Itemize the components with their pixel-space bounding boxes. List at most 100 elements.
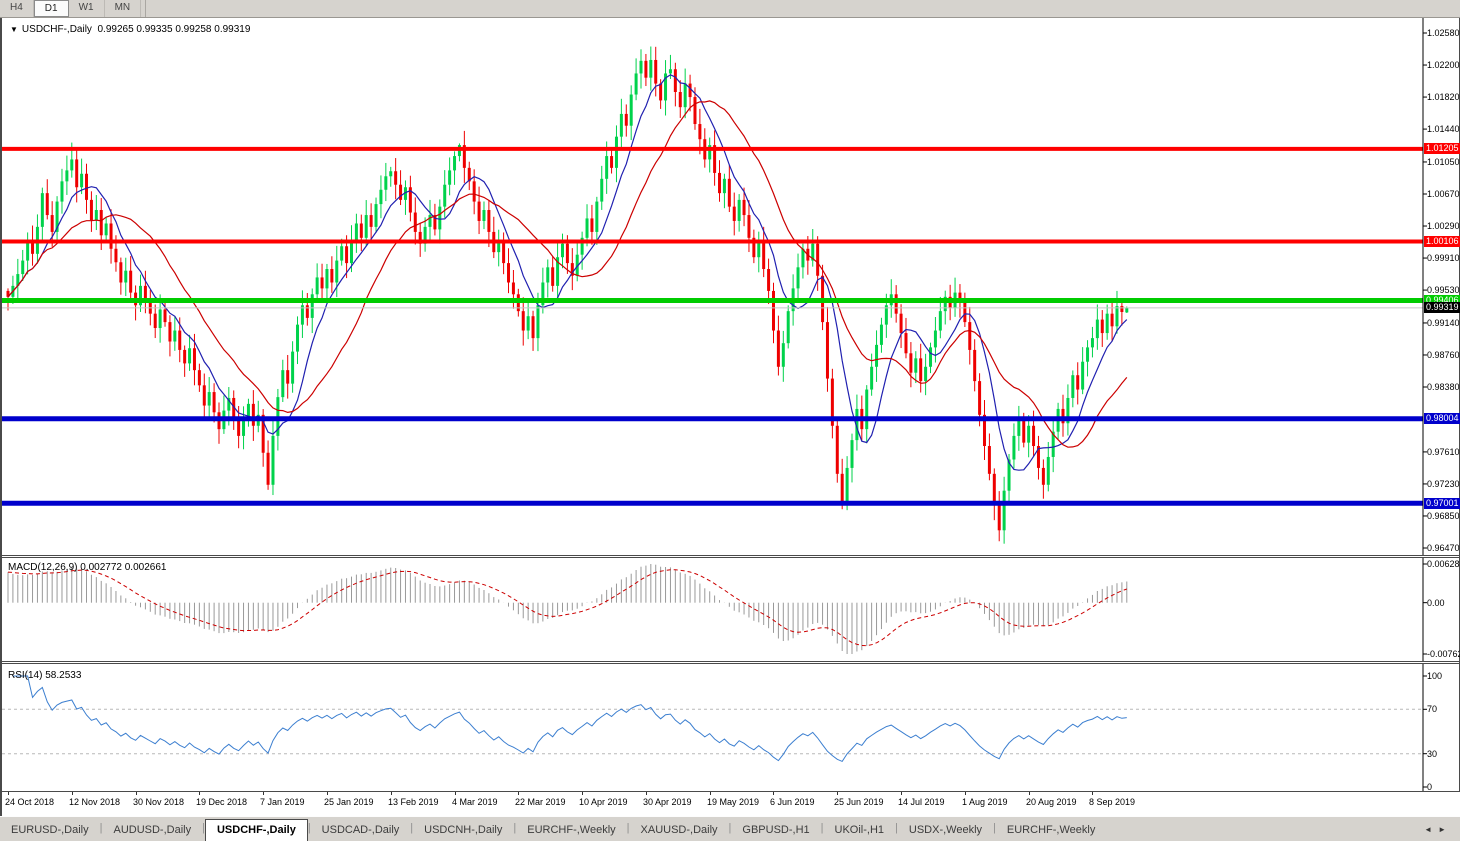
bull-candle — [811, 243, 815, 261]
tab-xauusd-daily[interactable]: XAUUSD-,Daily — [640, 824, 718, 836]
tab-audusd-daily[interactable]: AUDUSD-,Daily — [113, 824, 192, 836]
timeframe-button-d1[interactable]: D1 — [33, 0, 69, 17]
date-axis-tick — [8, 792, 9, 795]
bull-candle — [536, 305, 540, 339]
tab-ukoil-h1[interactable]: UKOil-,H1 — [834, 824, 885, 836]
date-label: 6 Jun 2019 — [770, 797, 815, 807]
bull-candle — [850, 440, 854, 468]
tab-separator: | — [993, 822, 996, 834]
tab-usdcnh-daily[interactable]: USDCNH-,Daily — [424, 824, 503, 836]
bear-candle — [261, 414, 265, 453]
bull-candle — [315, 277, 319, 295]
bear-candle — [762, 242, 766, 270]
bull-candle — [403, 187, 407, 200]
tab-usdchf-daily[interactable]: USDCHF-,Daily — [204, 819, 308, 841]
timeframe-button-mn[interactable]: MN — [105, 0, 142, 17]
bear-candle — [237, 420, 241, 436]
bull-candle — [1095, 319, 1099, 339]
date-label: 30 Nov 2018 — [133, 797, 185, 807]
bull-candle — [938, 311, 942, 331]
tab-separator: | — [513, 822, 517, 834]
bear-candle — [1110, 313, 1114, 327]
date-axis-tick — [965, 792, 966, 795]
bull-candle — [757, 242, 761, 258]
tab-separator: | — [99, 822, 103, 834]
macd-label: MACD(12,26,9) 0.002772 0.002661 — [8, 562, 166, 573]
bear-candle — [359, 223, 363, 238]
bear-candle — [75, 159, 79, 188]
bear-candle — [521, 311, 525, 331]
bull-candle — [1090, 338, 1094, 348]
bear-candle — [6, 290, 10, 297]
rsi-name: RSI(14) — [8, 670, 43, 681]
price-tick-label: 1.01820 — [1427, 92, 1460, 102]
macd-axis-label: -0.00762 — [1427, 649, 1460, 659]
bear-candle — [551, 267, 555, 286]
bull-candle — [708, 145, 712, 160]
bear-candle — [50, 215, 54, 232]
price-level-label: 1.00106 — [1424, 236, 1460, 247]
bear-candle — [816, 243, 820, 276]
bull-candle — [865, 389, 869, 430]
bear-candle — [507, 263, 511, 283]
bear-candle — [1041, 467, 1045, 485]
bull-candle — [1105, 313, 1109, 334]
date-label: 7 Jan 2019 — [260, 797, 305, 807]
date-axis-tick — [710, 792, 711, 795]
bull-candle — [526, 316, 530, 331]
moving-average-line — [7, 100, 1128, 448]
bull-candle — [227, 397, 231, 411]
chart-window[interactable]: ▼ USDCHF-,Daily 0.99265 0.99335 0.99258 0… — [0, 18, 1460, 816]
rsi-panel[interactable] — [2, 664, 1460, 791]
price-tick-label: 0.98380 — [1427, 382, 1460, 392]
bull-candle — [55, 201, 59, 232]
timeframe-button-w1[interactable]: W1 — [69, 0, 105, 17]
bull-candle — [683, 83, 687, 108]
bull-candle — [580, 237, 584, 255]
bull-candle — [448, 170, 452, 185]
date-axis[interactable]: 24 Oct 2018 12 Nov 2018 30 Nov 2018 19 Dec … — [2, 791, 1460, 816]
tab-usdx-weekly[interactable]: USDX-,Weekly — [908, 824, 983, 836]
date-axis-tick — [455, 792, 456, 795]
bear-candle — [904, 333, 908, 354]
price-tick-label: 0.96470 — [1427, 543, 1460, 553]
tab-usdcad-daily[interactable]: USDCAD-,Daily — [321, 824, 400, 836]
price-tick-label: 1.01440 — [1427, 124, 1460, 134]
bull-candle — [80, 173, 84, 188]
macd-values: 0.002772 0.002661 — [80, 562, 167, 573]
bear-candle — [992, 473, 996, 506]
bull-candle — [933, 330, 937, 348]
tab-eurusd-daily[interactable]: EURUSD-,Daily — [11, 824, 89, 836]
macd-panel[interactable] — [2, 558, 1460, 661]
bear-candle — [830, 378, 834, 426]
tab-eurchf-weekly[interactable]: EURCHF-,Weekly — [527, 824, 616, 836]
bear-candle — [973, 349, 977, 382]
price-tick-label: 0.98760 — [1427, 350, 1460, 360]
bull-candle — [796, 267, 800, 289]
bull-candle — [1007, 459, 1011, 491]
bull-candle — [340, 246, 344, 261]
bear-candle — [399, 184, 403, 200]
bull-candle — [1071, 375, 1075, 398]
bull-candle — [634, 73, 638, 95]
bull-candle — [924, 366, 928, 382]
bull-candle — [600, 178, 604, 202]
tab-scroll-left-icon[interactable]: ◄ — [1424, 825, 1439, 834]
panel-splitter[interactable] — [2, 661, 1459, 664]
tab-scroll-right-icon[interactable]: ► — [1438, 825, 1452, 834]
panel-splitter[interactable] — [2, 555, 1459, 558]
bear-candle — [286, 370, 290, 384]
date-axis-tick — [327, 792, 328, 795]
symbol-dropdown-icon[interactable]: ▼ — [10, 25, 18, 34]
bear-candle — [394, 171, 398, 185]
bull-candle — [349, 240, 353, 264]
bull-candle — [94, 210, 98, 221]
tab-gbpusd-h1[interactable]: GBPUSD-,H1 — [742, 824, 810, 836]
timeframe-button-h4[interactable]: H4 — [0, 0, 34, 17]
bull-candle — [664, 73, 668, 101]
date-axis-tick — [136, 792, 137, 795]
date-label: 30 Apr 2019 — [643, 797, 692, 807]
rsi-axis-label: 70 — [1427, 704, 1438, 714]
tab-eurchf-weekly[interactable]: EURCHF-,Weekly — [1006, 824, 1096, 836]
main-price-chart[interactable] — [2, 18, 1460, 555]
